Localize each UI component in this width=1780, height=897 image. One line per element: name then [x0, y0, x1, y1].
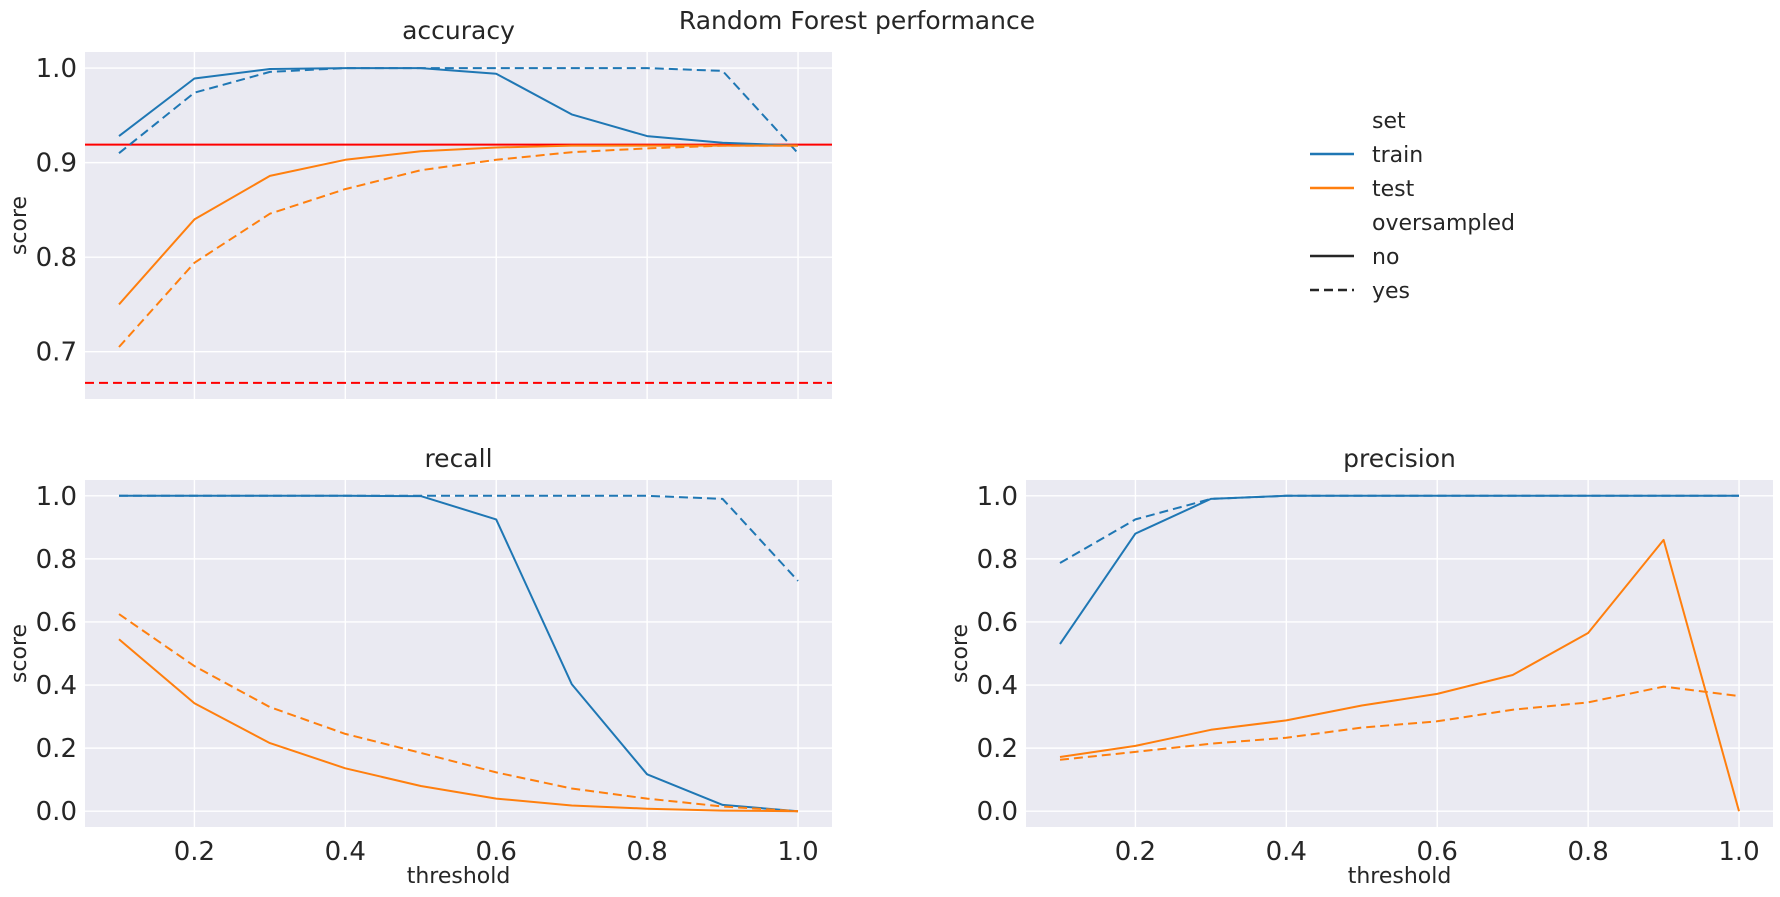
y-tick-label: 0.9: [36, 149, 77, 179]
y-tick-label: 0.0: [977, 797, 1018, 827]
series-line-test-original: [118, 638, 799, 813]
chart-title: recall: [424, 444, 492, 473]
legend-label: test: [1372, 177, 1415, 202]
figure-suptitle: Random Forest performance: [679, 6, 1035, 35]
plot-area: [85, 52, 832, 399]
series-line-train-oversampled: [1059, 494, 1739, 564]
chart-recall: 0.0 0.2 0.4 0.6 0.8 1.0 0.2 0.4 0.6 0.8 1.0 recall s…: [7, 444, 832, 889]
x-tick-label: 1.0: [1718, 837, 1759, 867]
legend-label: train: [1372, 143, 1423, 168]
series-line-test-oversampled: [118, 144, 798, 348]
x-tick-label: 0.2: [174, 837, 215, 867]
x-tick-label: 1.0: [777, 837, 818, 867]
x-tick-label: 0.2: [1115, 837, 1156, 867]
y-tick-label: 0.4: [977, 671, 1018, 701]
y-tick-label: 0.2: [977, 734, 1018, 764]
y-axis-label: score: [7, 624, 32, 683]
series-line-train-original: [118, 67, 799, 147]
y-tick-label: 1.0: [36, 482, 77, 512]
y-tick-label: 0.2: [36, 734, 77, 764]
y-tick-label: 0.8: [36, 545, 77, 575]
x-axis-label: threshold: [407, 864, 511, 889]
series-line-test-oversampled: [1059, 685, 1740, 761]
x-tick-label: 0.4: [325, 837, 366, 867]
legend-label: no: [1372, 245, 1399, 270]
x-tick-label: 0.6: [1417, 837, 1458, 867]
legend-label: yes: [1372, 279, 1410, 304]
y-tick-label: 0.6: [977, 608, 1018, 638]
chart-precision: 0.0 0.2 0.4 0.6 0.8 1.0 0.2 0.4 0.6 0.8 1.0 precisi…: [948, 444, 1773, 889]
y-tick-label: 1.0: [977, 482, 1018, 512]
y-axis-label: score: [948, 624, 973, 683]
series-line-train-oversampled: [118, 67, 799, 154]
y-tick-label: 1.0: [36, 54, 77, 84]
series-line-test-original: [1059, 538, 1740, 812]
x-tick-label: 0.4: [1266, 837, 1307, 867]
y-tick-label: 0.8: [36, 243, 77, 273]
x-axis-label: threshold: [1348, 864, 1452, 889]
y-tick-label: 0.4: [36, 671, 77, 701]
y-tick-label: 0.0: [36, 797, 77, 827]
y-tick-label: 0.7: [36, 338, 77, 368]
legend: set train test oversampled no yes: [1310, 109, 1515, 304]
y-tick-label: 0.8: [977, 545, 1018, 575]
series-line-test-oversampled: [118, 613, 799, 813]
chart-title: accuracy: [402, 16, 515, 45]
chart-title: precision: [1343, 444, 1456, 473]
x-tick-label: 0.6: [476, 837, 517, 867]
y-tick-label: 0.6: [36, 608, 77, 638]
y-axis-label: score: [7, 196, 32, 255]
x-tick-label: 0.8: [626, 837, 667, 867]
chart-panels: 0.7 0.8 0.9 1.0 accuracy score 0.0 0.2 0.4 0.6 0.8…: [7, 16, 1773, 889]
legend-title-set: set: [1372, 109, 1406, 134]
legend-title-oversampled: oversampled: [1372, 211, 1515, 236]
plot-area: [85, 480, 832, 827]
chart-accuracy: 0.7 0.8 0.9 1.0 accuracy score: [7, 16, 832, 399]
x-tick-label: 0.8: [1567, 837, 1608, 867]
plot-area: [1026, 480, 1773, 827]
series-line-train-oversampled: [119, 494, 799, 582]
series-line-test-original: [118, 144, 798, 306]
